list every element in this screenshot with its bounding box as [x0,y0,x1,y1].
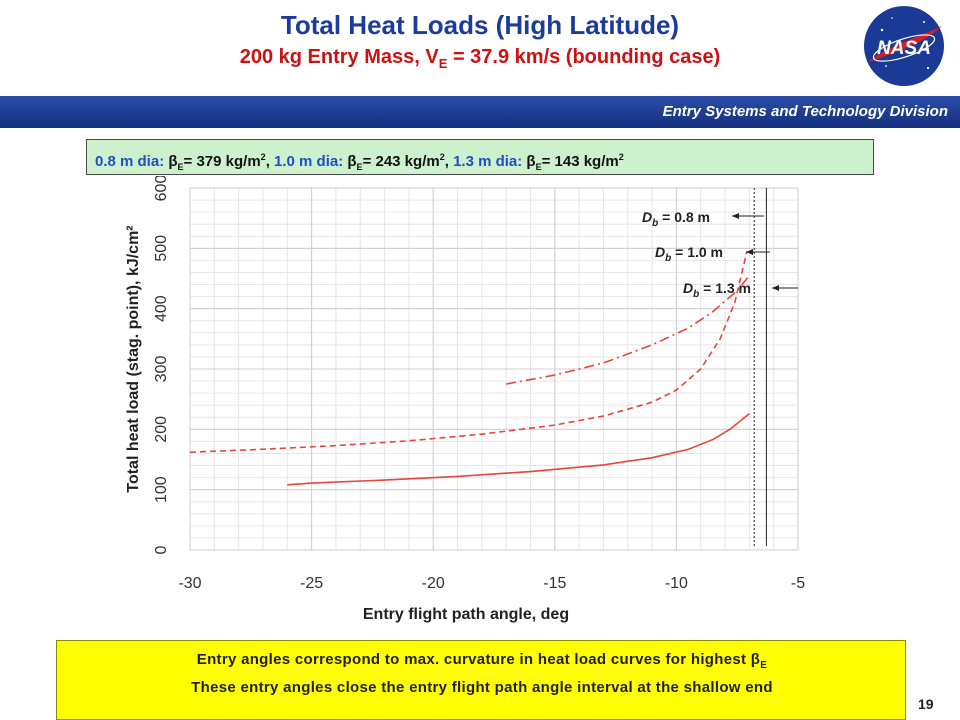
heat-load-chart: -30 -25 -20 -15 -10 -5 0 100 200 300 400 500 600 Db … [125,176,805,623]
x-tick-label: -25 [300,575,323,592]
beta-symbol: β [750,651,761,668]
unit-superscript: 2 [260,152,266,162]
x-tick-label: -30 [178,575,201,592]
y-axis-label: Total heat load (stag. point), kJ/cm² [125,225,142,492]
beta-symbol: β [168,153,178,170]
arrow-head [746,249,753,255]
info-b3: = 143 kg/m [541,153,619,170]
x-tick-label: -15 [543,575,566,592]
unit-superscript: 2 [439,152,445,162]
chart-series [189,251,750,486]
subtitle-main: 200 kg Entry Mass, V [239,46,439,68]
page-title: Total Heat Loads (High Latitude) [280,10,680,40]
info-b2: = 243 kg/m [362,153,440,170]
note-line-1: Entry angles correspond to max. curvatur… [57,651,907,671]
arrow-head [732,213,739,219]
x-tick-label: -5 [791,575,805,592]
x-tick-label: -20 [422,575,445,592]
logo-text: NASA [877,38,931,59]
curve-label: Db = 0.8 m [642,209,710,229]
y-tick-label: 300 [153,356,170,383]
info-b1: = 379 kg/m [183,153,261,170]
curve-label: Db = 1.3 m [683,280,751,300]
chart-grid [189,187,799,551]
curve-label: Db = 1.0 m [655,244,723,264]
info-d1: 0.8 m dia: [95,153,169,170]
division-bar: Entry Systems and Technology Division [0,96,960,128]
unit-superscript: 2 [618,152,624,162]
subtitle-subscript: E [438,56,448,71]
y-tick-label: 400 [153,295,170,322]
beta-symbol: β [347,153,357,170]
beta-subscript: E [535,162,542,172]
beta-subscript: E [356,162,363,172]
diameter-ballistic-info: 0.8 m dia: βE= 379 kg/m2, 1.0 m dia: βE=… [86,139,874,175]
info-d3: 1.3 m dia: [453,153,527,170]
beta-subscript: E [760,660,768,671]
y-tick-label: 600 [153,176,170,201]
info-separator: , [265,153,275,170]
info-separator: , [444,153,454,170]
note-line-2: These entry angles close the entry fligh… [191,679,773,696]
series-line [287,413,750,486]
x-tick-label: -10 [665,575,688,592]
page-subtitle: 200 kg Entry Mass, VE = 37.9 km/s (bound… [0,46,960,71]
x-axis-label: Entry flight path angle, deg [363,606,569,623]
page-number: 19 [918,696,934,712]
beta-symbol: β [526,153,536,170]
note-box: Entry angles correspond to max. curvatur… [56,640,906,720]
chart-ticks: -30 -25 -20 -15 -10 -5 0 100 200 300 400 500 600 [153,176,805,592]
beta-subscript: E [177,162,184,172]
series-line [189,251,748,454]
info-d2: 1.0 m dia: [274,153,348,170]
y-tick-label: 200 [153,416,170,443]
y-tick-label: 0 [153,545,170,554]
nasa-logo: NASA [864,6,944,86]
chart-annotations: Db = 0.8 m Db = 1.0 m Db = 1.3 m [642,209,798,300]
series-line [506,274,750,385]
y-tick-label: 100 [153,476,170,503]
division-label: Entry Systems and Technology Division [662,103,948,120]
note-line-1-text: Entry angles correspond to max. curvatur… [196,651,751,668]
chart-vlines [753,188,767,546]
y-tick-label: 500 [153,235,170,262]
arrow-head [772,285,779,291]
subtitle-rest: = 37.9 km/s (bounding case) [447,46,721,68]
